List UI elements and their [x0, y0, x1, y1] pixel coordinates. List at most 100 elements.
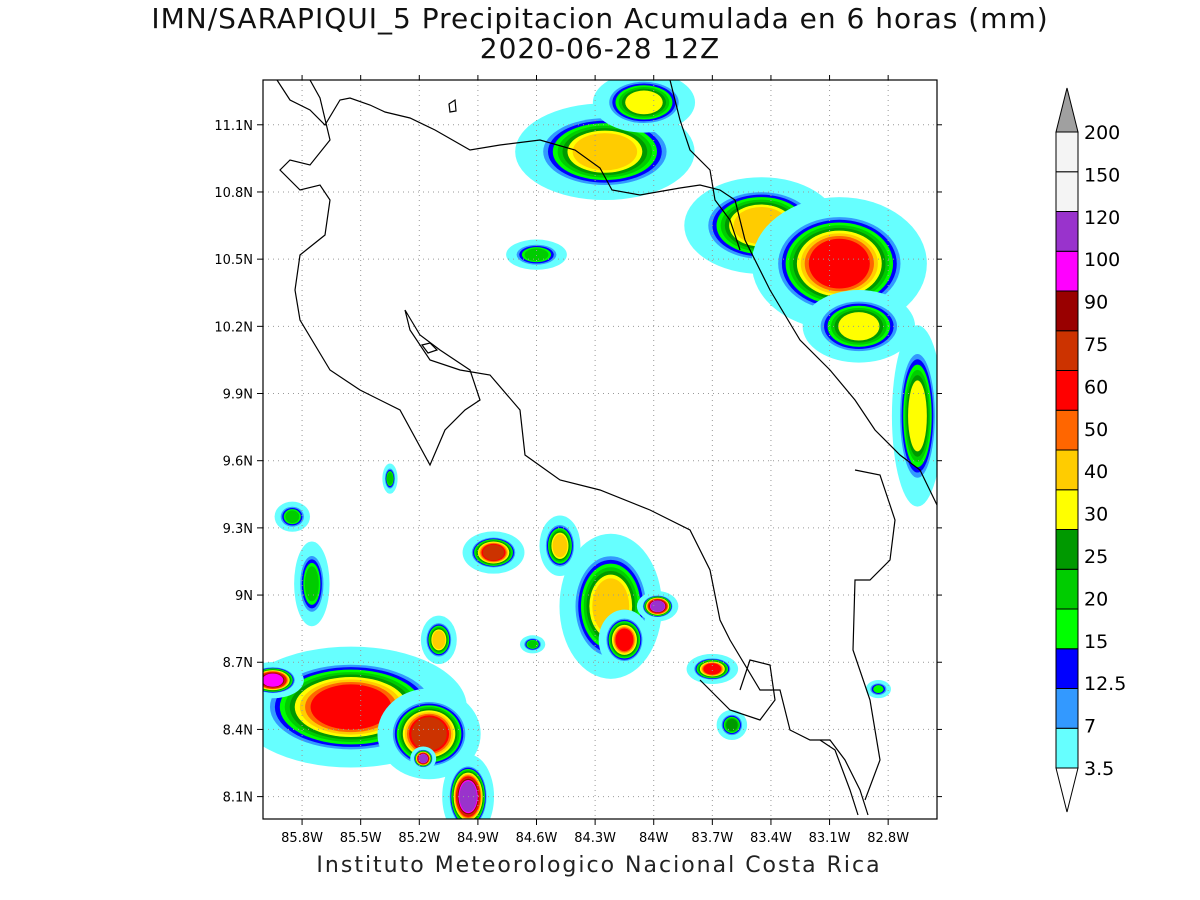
precip-contour-75 — [482, 544, 505, 561]
axes: 85.8W 85.5W 85.2W 84.9W 84.6W 84.3W 84W 83.7W 83… — [214, 75, 942, 846]
precip-cell — [442, 754, 495, 819]
plot-frame — [262, 79, 938, 820]
colorbar-swatch — [1055, 568, 1079, 610]
colorbar-label: 50 — [1084, 419, 1108, 441]
precip-cell — [592, 80, 696, 133]
lon-tick-label: 84.3W — [574, 831, 616, 846]
precip-contour-25 — [726, 718, 738, 732]
precip-cell — [462, 531, 525, 574]
burica-peninsula — [819, 739, 859, 816]
credit-label: Instituto Meteorologico Nacional Costa R… — [316, 853, 882, 878]
colorbar-swatch — [1055, 250, 1079, 292]
osa-peninsula — [699, 659, 776, 721]
colorbar-swatch — [1055, 449, 1079, 491]
lon-tick-label: 85.2W — [398, 831, 440, 846]
lat-tick-label: 9.9N — [223, 388, 253, 403]
precip-contour-30 — [908, 380, 927, 452]
colorbar-label: 150 — [1084, 164, 1120, 186]
colorbar-swatch — [1055, 290, 1079, 332]
precip-contour-20 — [524, 248, 549, 261]
lat-tick-label: 9.3N — [223, 522, 253, 537]
lat-tick-label: 9N — [235, 589, 253, 604]
colorbar-swatch — [1055, 370, 1079, 411]
colorbar-label: 3.5 — [1084, 758, 1114, 780]
precip-contour-20 — [527, 640, 538, 649]
colorbar-label: 7 — [1084, 716, 1096, 738]
colorbar-label: 90 — [1084, 292, 1108, 314]
title-line-1: IMN/SARAPIQUI_5 Precipitacion Acumulada … — [151, 2, 1049, 35]
lon-tick-label: 84W — [639, 831, 669, 846]
colorbar-swatch — [1055, 489, 1079, 530]
colorbar-swatch — [1055, 608, 1079, 650]
precip-cell — [274, 501, 311, 532]
precip-cell — [294, 541, 330, 627]
colorbar: 3.5 7 12.5 15 20 25 30 40 50 60 75 90 100 120 150 200 — [1055, 87, 1126, 813]
coastline-caribbean-east — [734, 199, 937, 506]
colorbar-swatch — [1055, 409, 1079, 451]
colorbar-label: 120 — [1084, 207, 1120, 229]
lon-tick-label: 83.4W — [750, 831, 792, 846]
precip-cell — [636, 591, 679, 622]
precip-cell — [410, 746, 437, 771]
precip-cell — [420, 615, 457, 665]
precip-contour-60 — [310, 684, 392, 730]
precip-contour-20 — [304, 566, 319, 602]
precipitation-field — [263, 80, 937, 819]
colorbar-swatch — [1055, 330, 1079, 371]
colorbar-label: 40 — [1084, 461, 1108, 483]
border-panama — [852, 469, 896, 801]
lat-tick-label: 10.5N — [214, 253, 253, 268]
precip-contour-100 — [263, 673, 284, 687]
precip-cell — [263, 662, 304, 699]
precip-contour-120 — [650, 600, 665, 612]
colorbar-label: 20 — [1084, 588, 1108, 610]
colorbar-swatch — [1055, 727, 1079, 769]
lon-tick-label: 84.6W — [516, 831, 558, 846]
colorbar-swatch — [1055, 648, 1079, 689]
colorbar-label: 30 — [1084, 504, 1108, 526]
precip-contour-15 — [873, 685, 884, 694]
precip-contour-40 — [572, 133, 638, 171]
colorbar-label: 12.5 — [1084, 673, 1126, 695]
lat-tick-label: 8.4N — [223, 723, 253, 738]
precip-contour-75 — [411, 717, 447, 751]
precip-contour-120 — [418, 754, 428, 763]
colorbar-swatch — [1055, 688, 1079, 729]
lon-tick-label: 82.8W — [867, 831, 909, 846]
precip-contour-40 — [552, 534, 568, 558]
precip-cell — [377, 688, 481, 780]
lat-tick-label: 11.1N — [214, 119, 253, 134]
colorbar-swatch — [1055, 211, 1079, 252]
precip-cell — [598, 609, 651, 671]
coastline-pacific-west — [279, 80, 869, 816]
precip-cell — [686, 653, 739, 685]
colorbar-label: 75 — [1084, 334, 1108, 356]
precip-cell — [382, 463, 398, 494]
precip-contour-40 — [432, 630, 446, 650]
lon-tick-label: 83.7W — [691, 831, 733, 846]
precip-contour-20 — [386, 472, 393, 485]
precip-contour-60 — [703, 663, 722, 675]
lon-tick-label: 85.5W — [340, 831, 382, 846]
lat-tick-label: 10.2N — [214, 320, 253, 335]
border-nicaragua — [669, 80, 741, 251]
precip-contour-60 — [615, 628, 634, 652]
precip-cell — [519, 635, 546, 654]
coastlines — [276, 80, 937, 816]
precip-cell — [751, 197, 927, 331]
lon-tick-label: 84.9W — [457, 831, 499, 846]
precip-contour-60 — [808, 238, 870, 289]
colorbar-swatch — [1055, 171, 1079, 212]
lat-tick-label: 8.7N — [223, 656, 253, 671]
colorbar-label: 25 — [1084, 546, 1108, 568]
lat-tick-label: 9.6N — [223, 455, 253, 470]
colorbar-extend-bottom — [1055, 767, 1079, 813]
lat-tick-label: 8.1N — [223, 791, 253, 806]
colorbar-label: 60 — [1084, 376, 1108, 398]
precip-contour-30 — [625, 90, 663, 115]
colorbar-extend-top — [1055, 87, 1079, 133]
coastline-caribbean-north — [276, 80, 736, 201]
precip-cell — [716, 709, 748, 741]
precip-cell — [506, 239, 567, 270]
